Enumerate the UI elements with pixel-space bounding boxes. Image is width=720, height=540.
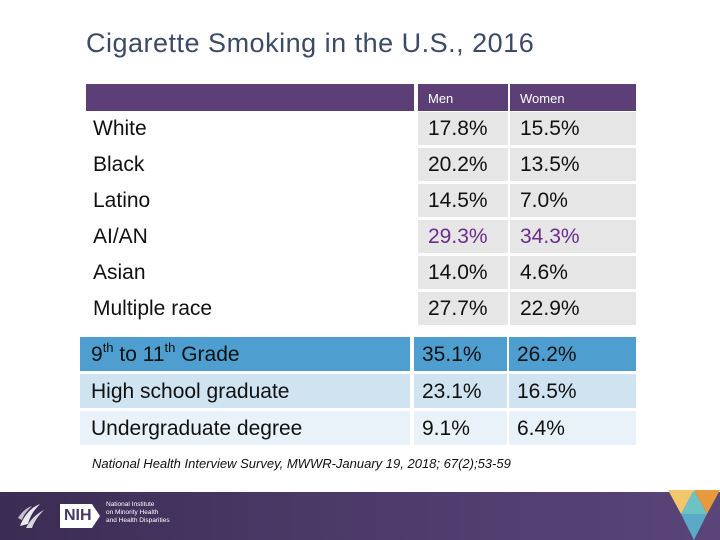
row-label: Multiple race: [93, 297, 213, 320]
value-men: 14.5%: [418, 184, 508, 217]
table-row-multiple-race: Multiple race 27.7% 22.9%: [86, 291, 636, 327]
table-row-aian: AI/AN 29.3% 34.3%: [86, 219, 636, 255]
table-row-undergraduate: Undergraduate degree 9.1% 6.4%: [80, 411, 636, 447]
row-label: White: [93, 117, 147, 140]
value-men: 29.3%: [418, 220, 508, 253]
row-label: High school graduate: [80, 374, 410, 408]
nih-logo: NIH: [60, 504, 100, 528]
value-women: 34.3%: [510, 220, 636, 253]
row-label: Black: [93, 153, 145, 176]
table-row-asian: Asian 14.0% 4.6%: [86, 255, 636, 291]
row-label: AI/AN: [93, 225, 148, 248]
value-men: 20.2%: [418, 148, 508, 181]
value-women: 26.2%: [509, 337, 636, 371]
footer-bar: NIH National Institute on Minority Healt…: [0, 492, 720, 540]
value-women: 7.0%: [510, 184, 636, 217]
table-row-9th-11th-grade: 9th to 11th Grade 35.1% 26.2%: [80, 337, 636, 373]
value-men: 27.7%: [418, 292, 508, 325]
header-bar: [86, 84, 414, 111]
value-women: 15.5%: [510, 112, 636, 145]
table-header-row: Men Women: [86, 84, 636, 111]
table-row-latino: Latino 14.5% 7.0%: [86, 183, 636, 219]
value-men: 14.0%: [418, 256, 508, 289]
row-label: Undergraduate degree: [80, 411, 410, 445]
value-women: 16.5%: [509, 374, 636, 408]
value-women: 4.6%: [510, 256, 636, 289]
value-men: 23.1%: [414, 374, 507, 408]
value-women: 13.5%: [510, 148, 636, 181]
row-label: Latino: [93, 189, 151, 212]
row-label: 9th to 11th Grade: [80, 337, 410, 371]
hhs-eagle-icon: [18, 504, 44, 528]
table-row-black: Black 20.2% 13.5%: [86, 147, 636, 183]
header-women: Women: [510, 84, 636, 111]
slide-title: Cigarette Smoking in the U.S., 2016: [86, 28, 535, 58]
value-women: 6.4%: [509, 411, 636, 445]
race-ethnicity-table: Men Women White 17.8% 15.5% Black 20.2% …: [86, 84, 636, 327]
triangle-logo-icon: [668, 490, 720, 540]
row-label: Asian: [93, 261, 146, 284]
header-men: Men: [418, 84, 508, 111]
table-row-white: White 17.8% 15.5%: [86, 111, 636, 147]
table-row-high-school: High school graduate 23.1% 16.5%: [80, 374, 636, 410]
source-citation: National Health Interview Survey, MWWR-J…: [92, 456, 511, 471]
nimhd-text: National Institute on Minority Health an…: [106, 501, 170, 524]
education-table: 9th to 11th Grade 35.1% 26.2% High schoo…: [80, 337, 636, 448]
value-men: 35.1%: [414, 337, 507, 371]
value-men: 9.1%: [414, 411, 507, 445]
value-men: 17.8%: [418, 112, 508, 145]
value-women: 22.9%: [510, 292, 636, 325]
